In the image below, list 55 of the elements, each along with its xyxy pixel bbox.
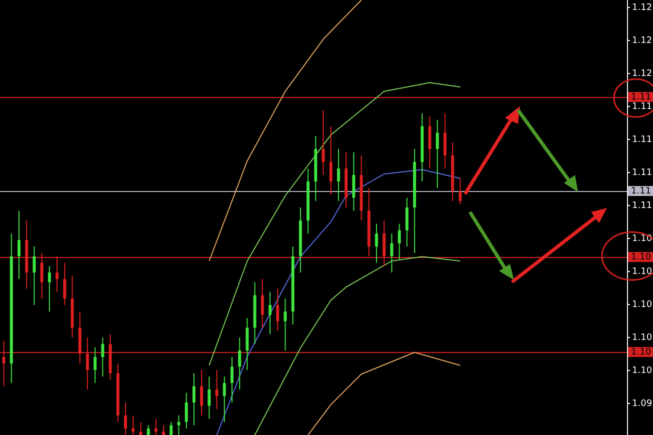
text: 1.12 — [632, 36, 652, 46]
candlestick — [375, 223, 378, 264]
candlestick — [63, 262, 66, 306]
text: 1.11 — [632, 134, 652, 145]
text: 1.11 — [631, 186, 652, 196]
candlestick — [200, 370, 204, 416]
candlestick — [443, 112, 446, 169]
text: 1.11 — [632, 200, 652, 211]
candlestick — [230, 356, 234, 403]
candlestick — [146, 424, 150, 435]
candlestick — [154, 418, 158, 435]
candlestick — [276, 288, 280, 332]
candlestick — [139, 422, 142, 435]
candlestick — [177, 415, 180, 435]
candlestick — [260, 278, 264, 328]
candlestick — [268, 292, 272, 335]
candlestick — [94, 346, 97, 384]
text: 1.12 — [632, 2, 652, 13]
candlestick — [132, 415, 135, 435]
text: 1.11 — [632, 102, 652, 112]
candlestick — [170, 422, 173, 435]
candlestick — [192, 372, 196, 426]
candlestick — [222, 376, 226, 422]
candlestick — [398, 223, 401, 260]
candlestick — [322, 110, 325, 176]
candlestick — [428, 116, 432, 169]
text: 1.10 — [632, 332, 652, 343]
candlestick — [246, 318, 249, 370]
candlestick — [48, 266, 51, 312]
candlestick — [458, 178, 462, 205]
candlestick — [405, 197, 408, 247]
text: 1.10 — [632, 300, 652, 310]
text: 1.10 — [632, 366, 652, 376]
text: 1.12 — [632, 68, 652, 79]
text: 1.10 — [631, 252, 652, 262]
candlestick — [329, 126, 332, 195]
candlestick — [238, 337, 242, 390]
candlestick — [184, 392, 188, 429]
text: 1.11 — [632, 168, 652, 178]
text: 1.09 — [632, 398, 652, 409]
candlestick — [32, 246, 36, 306]
candlestick — [215, 370, 218, 410]
candlestick — [162, 424, 166, 435]
candlestick — [18, 210, 21, 280]
text: 1.11 — [631, 92, 652, 102]
candlestick — [101, 337, 104, 377]
candlestick — [284, 298, 287, 351]
text: 1.10 — [631, 347, 652, 358]
candlestick — [208, 376, 211, 420]
candlestick — [390, 233, 394, 273]
candlestick — [124, 402, 128, 435]
candlestick — [336, 148, 340, 202]
candlestick — [352, 152, 356, 212]
text: 1.10 — [632, 266, 652, 277]
candlestick — [436, 119, 439, 188]
